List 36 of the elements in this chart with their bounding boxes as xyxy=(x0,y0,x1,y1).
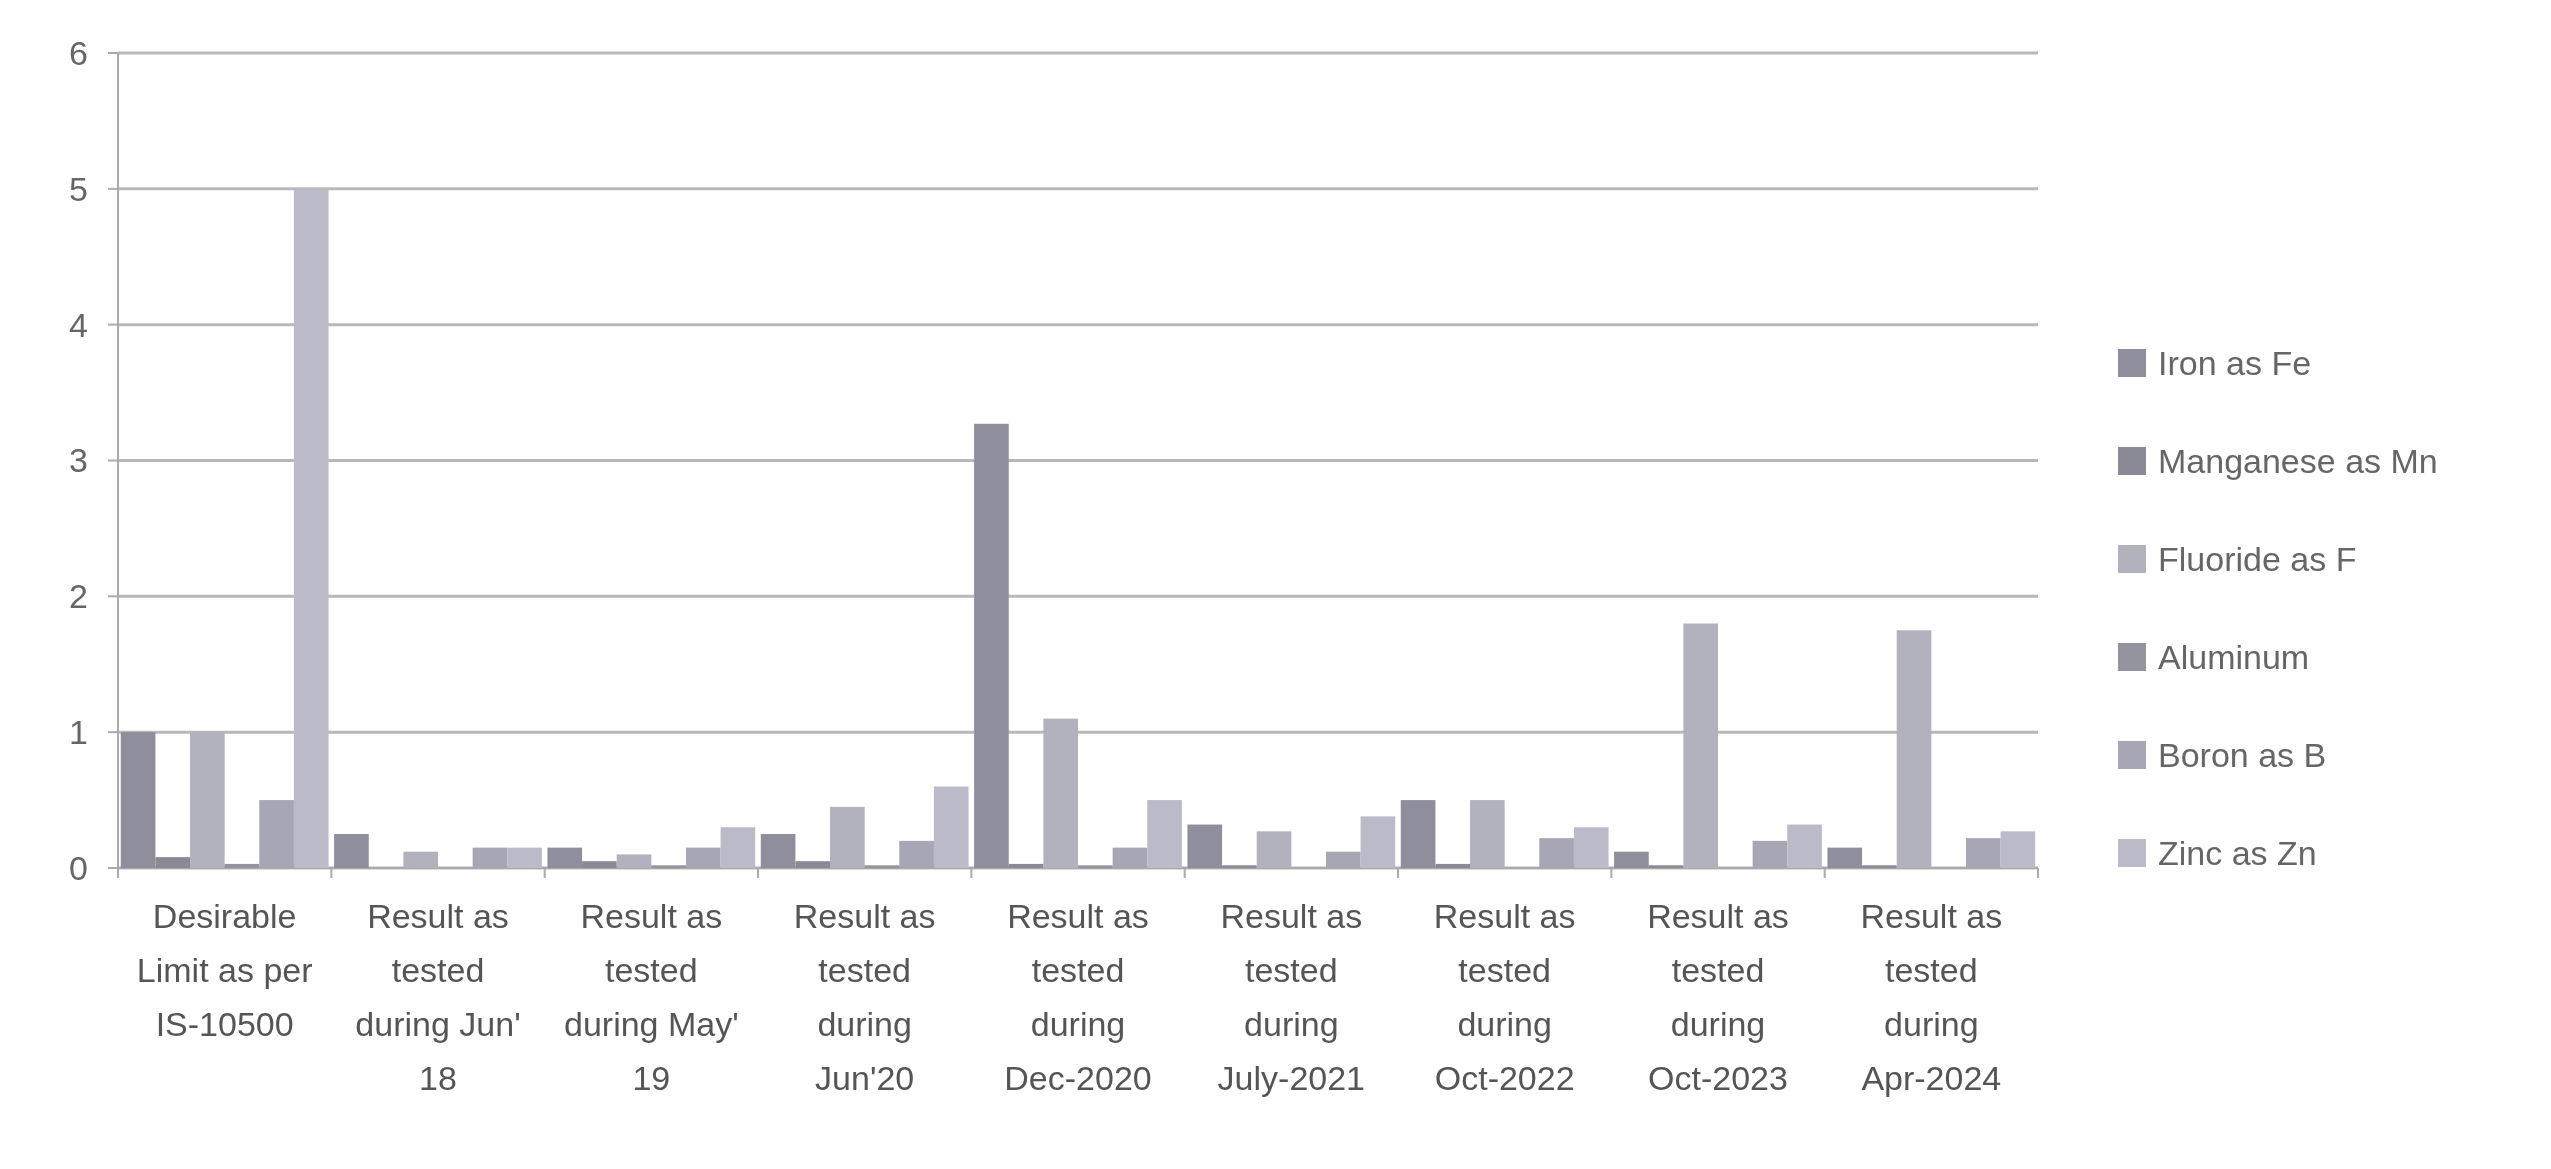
y-tick-label: 3 xyxy=(69,441,88,480)
x-tick-label: Result as tested during Oct-2023 xyxy=(1647,897,1789,1097)
x-tick-label: Result as tested during Jun'20 xyxy=(793,897,936,1097)
legend-label: Boron as B xyxy=(2158,735,2327,774)
bar xyxy=(1078,865,1113,868)
y-tick-label: 0 xyxy=(69,848,88,887)
x-tick-label: Result as tested during May' 19 xyxy=(563,897,739,1097)
bar xyxy=(1147,800,1182,868)
bar xyxy=(1573,827,1609,868)
bar xyxy=(1360,816,1396,868)
y-tick-label: 4 xyxy=(69,305,88,344)
bar xyxy=(507,847,542,868)
x-tick-label: Result as tested during Apr-2024 xyxy=(1860,897,2003,1097)
y-tick-label: 2 xyxy=(69,577,88,616)
x-tick-label: Desirable Limit as per IS-10500 xyxy=(136,897,313,1043)
bar xyxy=(334,834,369,868)
x-tick-label: Result as tested during Dec-2020 xyxy=(1004,897,1152,1097)
legend-label: Aluminum xyxy=(2158,637,2310,676)
bar xyxy=(651,865,686,868)
x-tick-label: Result as tested during July-2021 xyxy=(1217,897,1366,1097)
bar xyxy=(293,188,329,868)
bar xyxy=(720,827,756,868)
x-tick-label: Result as tested during Oct-2022 xyxy=(1433,897,1576,1097)
y-tick-label: 6 xyxy=(69,33,88,72)
y-tick-label: 5 xyxy=(69,169,88,208)
bar xyxy=(864,865,900,868)
bar xyxy=(224,863,260,868)
y-tick-label: 1 xyxy=(69,713,88,752)
legend-label: Zinc as Zn xyxy=(2158,833,2317,872)
legend-label: Fluoride as F xyxy=(2158,539,2357,578)
bar xyxy=(1787,824,1822,868)
bar xyxy=(933,786,969,868)
bar xyxy=(2000,831,2036,868)
legend-label: Manganese as Mn xyxy=(2158,441,2438,480)
legend-label: Iron as Fe xyxy=(2158,343,2312,382)
x-tick-label: Result as tested during Jun' 18 xyxy=(355,897,521,1097)
